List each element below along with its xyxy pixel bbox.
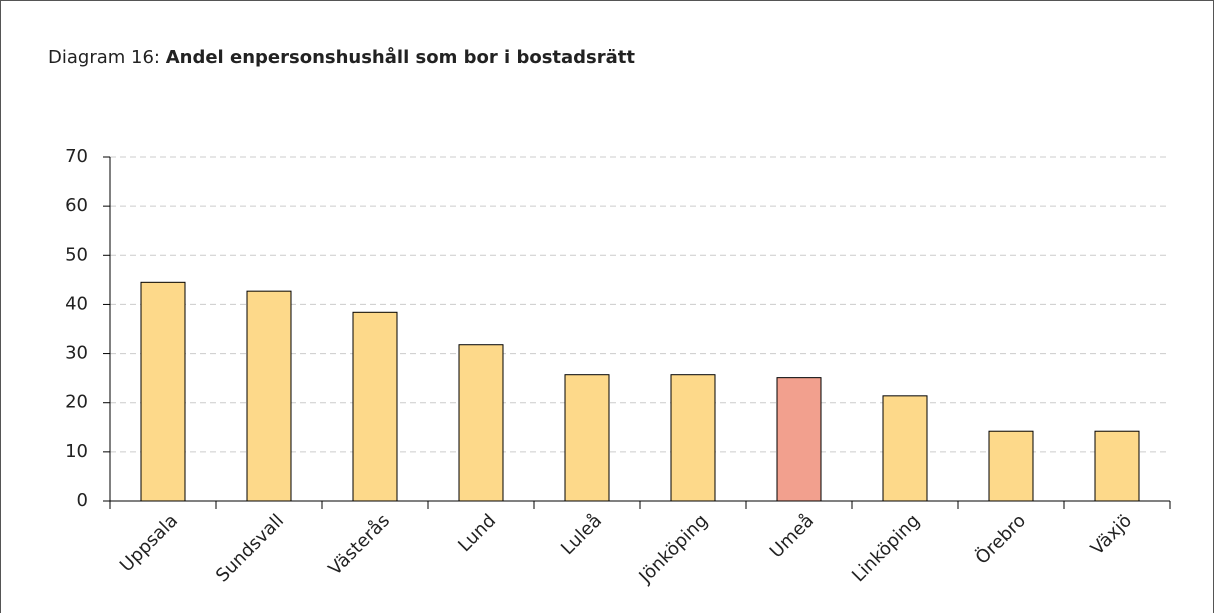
bar (670, 374, 716, 502)
y-tick-label: 40 (65, 293, 88, 314)
x-tick-label: Jönköping (634, 510, 712, 588)
y-tick-label: 50 (65, 244, 88, 265)
bar (458, 344, 504, 502)
y-tick-label: 30 (65, 343, 88, 364)
bar (564, 374, 610, 502)
bar (882, 395, 928, 502)
bar (1094, 430, 1140, 502)
x-tick-label: Lund (454, 510, 500, 556)
x-tick-label: Luleå (557, 510, 606, 559)
y-tick-label: 70 (65, 146, 88, 167)
x-tick-label: Umeå (766, 510, 818, 562)
x-tick-label: Linköping (848, 510, 924, 586)
title-text: Andel enpersonshushåll som bor i bostads… (166, 46, 636, 68)
x-tick-label: Sundsvall (212, 510, 288, 586)
bar (352, 311, 398, 502)
chart-title: Diagram 16: Andel enpersonshushåll som b… (48, 46, 635, 68)
bar (140, 281, 186, 502)
x-tick-label: Uppsala (116, 510, 182, 576)
bar (776, 377, 822, 502)
x-tick-label: Örebro (971, 510, 1030, 569)
x-tick-label: Växjö (1087, 510, 1136, 559)
x-tick-label: Västerås (325, 510, 394, 579)
bar (988, 430, 1034, 502)
bar (246, 290, 292, 502)
title-label: Diagram 16: (48, 47, 160, 68)
y-tick-label: 0 (77, 490, 88, 511)
y-tick-label: 20 (65, 392, 88, 413)
y-tick-label: 60 (65, 195, 88, 216)
y-tick-label: 10 (65, 441, 88, 462)
